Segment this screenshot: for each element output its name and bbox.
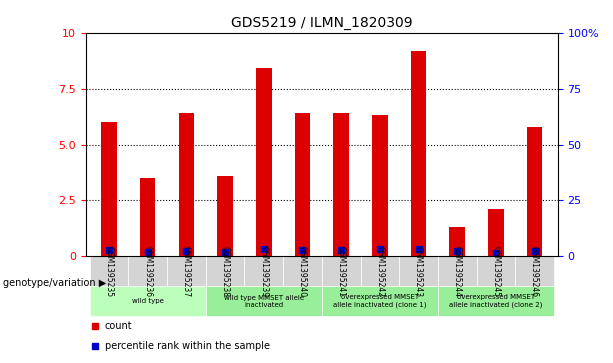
Text: GSM1395239: GSM1395239	[259, 246, 268, 297]
Bar	[101, 122, 116, 256]
FancyBboxPatch shape	[128, 256, 167, 286]
Text: GSM1395246: GSM1395246	[530, 246, 539, 297]
FancyBboxPatch shape	[322, 256, 360, 286]
FancyBboxPatch shape	[206, 256, 245, 286]
FancyBboxPatch shape	[206, 286, 322, 316]
Text: GSM1395236: GSM1395236	[143, 246, 152, 297]
Bar	[140, 178, 156, 256]
Text: GSM1395244: GSM1395244	[453, 246, 462, 297]
FancyBboxPatch shape	[516, 256, 554, 286]
FancyBboxPatch shape	[438, 286, 554, 316]
Bar	[527, 127, 543, 256]
FancyBboxPatch shape	[399, 256, 438, 286]
Bar	[372, 115, 387, 256]
Text: wild type: wild type	[132, 298, 164, 304]
Text: overexpressed MMSET
allele inactivated (clone 2): overexpressed MMSET allele inactivated (…	[449, 294, 543, 308]
Bar	[178, 113, 194, 256]
FancyBboxPatch shape	[360, 256, 399, 286]
Bar	[333, 113, 349, 256]
FancyBboxPatch shape	[167, 256, 206, 286]
Text: percentile rank within the sample: percentile rank within the sample	[105, 341, 270, 351]
FancyBboxPatch shape	[283, 256, 322, 286]
Text: wild type MMSET allele
inactivated: wild type MMSET allele inactivated	[224, 294, 304, 307]
Text: GSM1395238: GSM1395238	[221, 246, 230, 297]
Text: GSM1395242: GSM1395242	[375, 246, 384, 297]
FancyBboxPatch shape	[438, 256, 476, 286]
Bar	[488, 209, 504, 256]
Bar	[256, 69, 272, 256]
FancyBboxPatch shape	[322, 286, 438, 316]
Text: GSM1395243: GSM1395243	[414, 246, 423, 297]
FancyBboxPatch shape	[89, 256, 128, 286]
Text: GSM1395237: GSM1395237	[182, 246, 191, 297]
Text: GSM1395245: GSM1395245	[492, 246, 500, 297]
FancyBboxPatch shape	[89, 286, 206, 316]
Text: GSM1395240: GSM1395240	[298, 246, 307, 297]
Text: count: count	[105, 321, 132, 331]
FancyBboxPatch shape	[245, 256, 283, 286]
Text: overexpressed MMSET
allele inactivated (clone 1): overexpressed MMSET allele inactivated (…	[333, 294, 427, 308]
Text: GSM1395235: GSM1395235	[105, 246, 113, 297]
Bar	[449, 227, 465, 256]
Text: genotype/variation ▶: genotype/variation ▶	[3, 278, 106, 288]
Title: GDS5219 / ILMN_1820309: GDS5219 / ILMN_1820309	[231, 16, 413, 30]
FancyBboxPatch shape	[476, 256, 516, 286]
Bar	[218, 176, 233, 256]
Bar	[295, 113, 310, 256]
Bar	[411, 50, 426, 256]
Text: GSM1395241: GSM1395241	[337, 246, 346, 297]
